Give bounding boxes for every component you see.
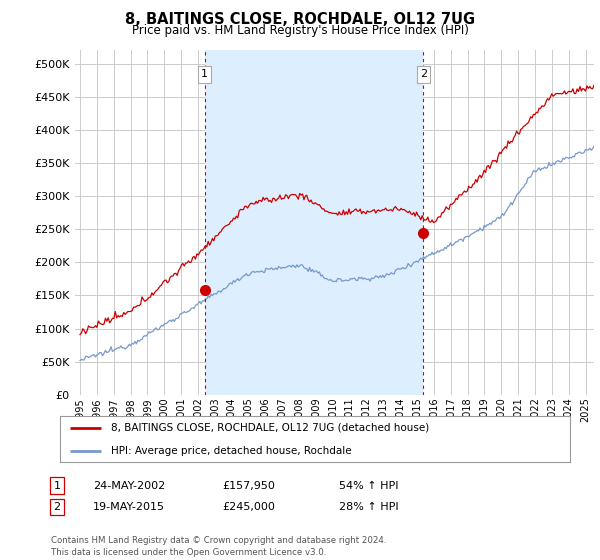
Text: 19-MAY-2015: 19-MAY-2015 [93,502,165,512]
Text: 8, BAITINGS CLOSE, ROCHDALE, OL12 7UG: 8, BAITINGS CLOSE, ROCHDALE, OL12 7UG [125,12,475,27]
Text: 2: 2 [420,69,427,80]
Text: £157,950: £157,950 [222,480,275,491]
Text: Price paid vs. HM Land Registry's House Price Index (HPI): Price paid vs. HM Land Registry's House … [131,24,469,36]
Text: 24-MAY-2002: 24-MAY-2002 [93,480,165,491]
Text: 1: 1 [201,69,208,80]
Text: 2: 2 [53,502,61,512]
Text: HPI: Average price, detached house, Rochdale: HPI: Average price, detached house, Roch… [111,446,352,455]
Text: 54% ↑ HPI: 54% ↑ HPI [339,480,398,491]
Text: Contains HM Land Registry data © Crown copyright and database right 2024.
This d: Contains HM Land Registry data © Crown c… [51,536,386,557]
Text: £245,000: £245,000 [222,502,275,512]
Text: 28% ↑ HPI: 28% ↑ HPI [339,502,398,512]
Text: 8, BAITINGS CLOSE, ROCHDALE, OL12 7UG (detached house): 8, BAITINGS CLOSE, ROCHDALE, OL12 7UG (d… [111,423,429,432]
Bar [205,50,424,395]
Text: 1: 1 [53,480,61,491]
